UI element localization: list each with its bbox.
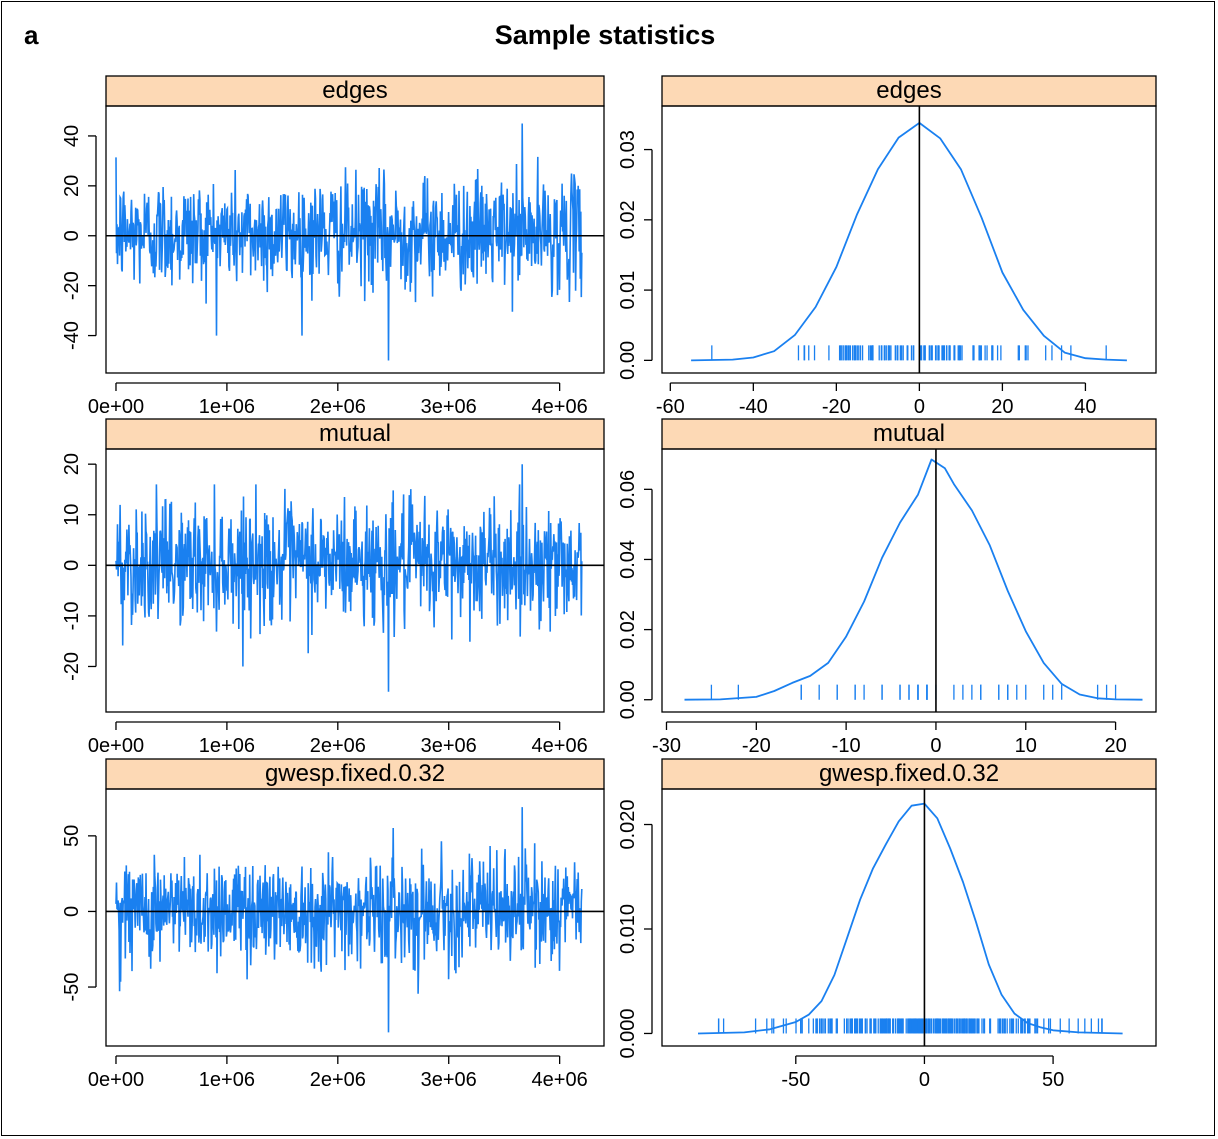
x-tick-label: 0e+00	[88, 396, 144, 418]
x-tick-label: 0e+00	[88, 1069, 144, 1091]
y-tick-label: 0.04	[617, 540, 639, 579]
x-tick-label: 20	[991, 396, 1013, 418]
x-tick-label: 0	[919, 1069, 930, 1091]
y-tick-label: 0.03	[617, 130, 639, 169]
trace-series	[116, 124, 582, 361]
x-tick-label: 1e+06	[199, 396, 255, 418]
strip-label: gwesp.fixed.0.32	[265, 760, 445, 787]
y-tick-label: 0.01	[617, 271, 639, 310]
panel-3-trace: mutual 0e+00 1e+06 2e+06 3e+06 4e+06 -20 -10 0 10…	[61, 419, 604, 757]
x-tick-label: 2e+06	[310, 1069, 366, 1091]
y-tick-label: 0.02	[617, 200, 639, 239]
y-tick-label: 50	[61, 825, 83, 847]
x-tick-label: 0	[930, 735, 941, 757]
x-tick-label: 1e+06	[199, 735, 255, 757]
y-tick-label: -20	[61, 271, 83, 300]
panel-1-trace: edges 0e+00 1e+06 2e+06 3e+06 4e+06 -40 -20 0 20 4…	[61, 76, 604, 418]
x-tick-label: -10	[832, 735, 861, 757]
y-tick-label: 0.010	[617, 904, 639, 954]
x-tick-label: -20	[742, 735, 771, 757]
panels-grid: edges 0e+00 1e+06 2e+06 3e+06 4e+06 -40 -20 0 20 4…	[61, 76, 1156, 1091]
trace-series	[116, 464, 582, 692]
x-tick-label: 3e+06	[421, 735, 477, 757]
x-tick-label: 10	[1015, 735, 1037, 757]
y-tick-label: -40	[61, 321, 83, 350]
plot-box	[662, 449, 1156, 712]
x-tick-label: 3e+06	[421, 396, 477, 418]
x-tick-label: -50	[781, 1069, 810, 1091]
x-tick-label: 0	[914, 396, 925, 418]
trace-series	[116, 807, 582, 1032]
x-tick-label: 4e+06	[532, 396, 588, 418]
y-tick-label: 0.00	[617, 680, 639, 719]
plot-box	[662, 106, 1156, 373]
x-tick-label: 1e+06	[199, 1069, 255, 1091]
x-tick-label: 3e+06	[421, 1069, 477, 1091]
y-tick-label: 20	[61, 453, 83, 475]
x-tick-label: -60	[656, 396, 685, 418]
strip-label: mutual	[319, 420, 391, 447]
y-tick-label: -10	[61, 601, 83, 630]
strip-label: edges	[322, 77, 387, 104]
x-tick-label: -20	[822, 396, 851, 418]
strip-label: gwesp.fixed.0.32	[819, 760, 999, 787]
strip-label: edges	[876, 77, 941, 104]
y-tick-label: 0.06	[617, 470, 639, 509]
panel-4-density: mutual -30 -20 -10 0 10 20 0.00 0.02 0.04 0.06	[617, 419, 1156, 757]
y-tick-label: 0.02	[617, 610, 639, 649]
x-tick-label: -40	[739, 396, 768, 418]
y-tick-label: 0.000	[617, 1008, 639, 1058]
density-curve	[698, 804, 1123, 1034]
y-tick-label: 0	[61, 560, 83, 571]
x-tick-label: 4e+06	[532, 735, 588, 757]
y-tick-label: 0	[61, 906, 83, 917]
y-tick-label: -20	[61, 652, 83, 681]
y-tick-label: -50	[61, 973, 83, 1002]
y-tick-label: 0	[61, 230, 83, 241]
figure-title: Sample statistics	[495, 20, 716, 50]
x-tick-label: 2e+06	[310, 396, 366, 418]
y-tick-label: 10	[61, 504, 83, 526]
y-tick-label: 0.00	[617, 341, 639, 380]
x-tick-label: -30	[652, 735, 681, 757]
x-tick-label: 50	[1042, 1069, 1064, 1091]
y-tick-label: 40	[61, 125, 83, 147]
panel-5-trace: gwesp.fixed.0.32 0e+00 1e+06 2e+06 3e+06 4e+0…	[61, 759, 604, 1091]
x-tick-label: 20	[1104, 735, 1126, 757]
x-tick-label: 0e+00	[88, 735, 144, 757]
x-tick-label: 2e+06	[310, 735, 366, 757]
strip-label: mutual	[873, 420, 945, 447]
panel-6-density: gwesp.fixed.0.32 -50 0 50 0.000 0.010 0.020	[617, 759, 1156, 1091]
x-tick-label: 4e+06	[532, 1069, 588, 1091]
rug-marks	[719, 1018, 1102, 1033]
panel-2-density: edges -60 -40 -20 0 20 40 0.00 0.01 0.02 0.03	[617, 76, 1156, 418]
plot-box	[662, 789, 1156, 1046]
density-curve	[691, 123, 1127, 361]
panel-letter: a	[24, 20, 39, 50]
density-curve	[685, 460, 1143, 700]
x-tick-label: 40	[1074, 396, 1096, 418]
y-tick-label: 0.020	[617, 799, 639, 849]
y-tick-label: 20	[61, 175, 83, 197]
